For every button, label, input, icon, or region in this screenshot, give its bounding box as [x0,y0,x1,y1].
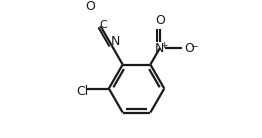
Text: N: N [155,42,165,55]
Text: N: N [111,35,120,48]
Text: Cl: Cl [76,85,88,98]
Text: −: − [190,41,197,50]
Text: +: + [160,41,168,50]
Text: O: O [184,42,194,55]
Text: O: O [85,0,95,13]
Text: C: C [99,20,107,30]
Text: O: O [155,14,165,27]
